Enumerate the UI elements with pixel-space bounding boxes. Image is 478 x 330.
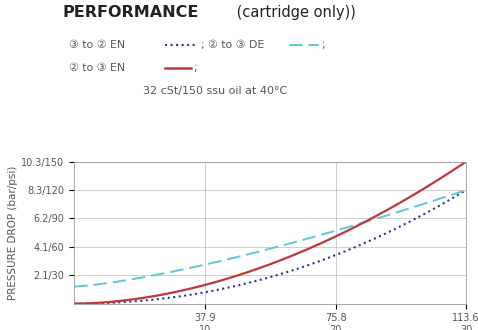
Text: ② to ③ EN: ② to ③ EN	[69, 63, 125, 73]
Text: ;: ;	[321, 40, 325, 50]
Text: ③ to ② EN: ③ to ② EN	[69, 40, 125, 50]
Y-axis label: PRESSURE DROP (bar/psi): PRESSURE DROP (bar/psi)	[9, 165, 19, 300]
Text: ② to ③ DE: ② to ③ DE	[208, 40, 264, 50]
Text: ;: ;	[200, 40, 204, 50]
Text: (cartridge only)): (cartridge only))	[232, 5, 356, 20]
Text: ;: ;	[193, 63, 197, 73]
Text: PERFORMANCE: PERFORMANCE	[62, 5, 198, 20]
Text: 32 cSt/150 ssu oil at 40°C: 32 cSt/150 ssu oil at 40°C	[143, 86, 288, 96]
